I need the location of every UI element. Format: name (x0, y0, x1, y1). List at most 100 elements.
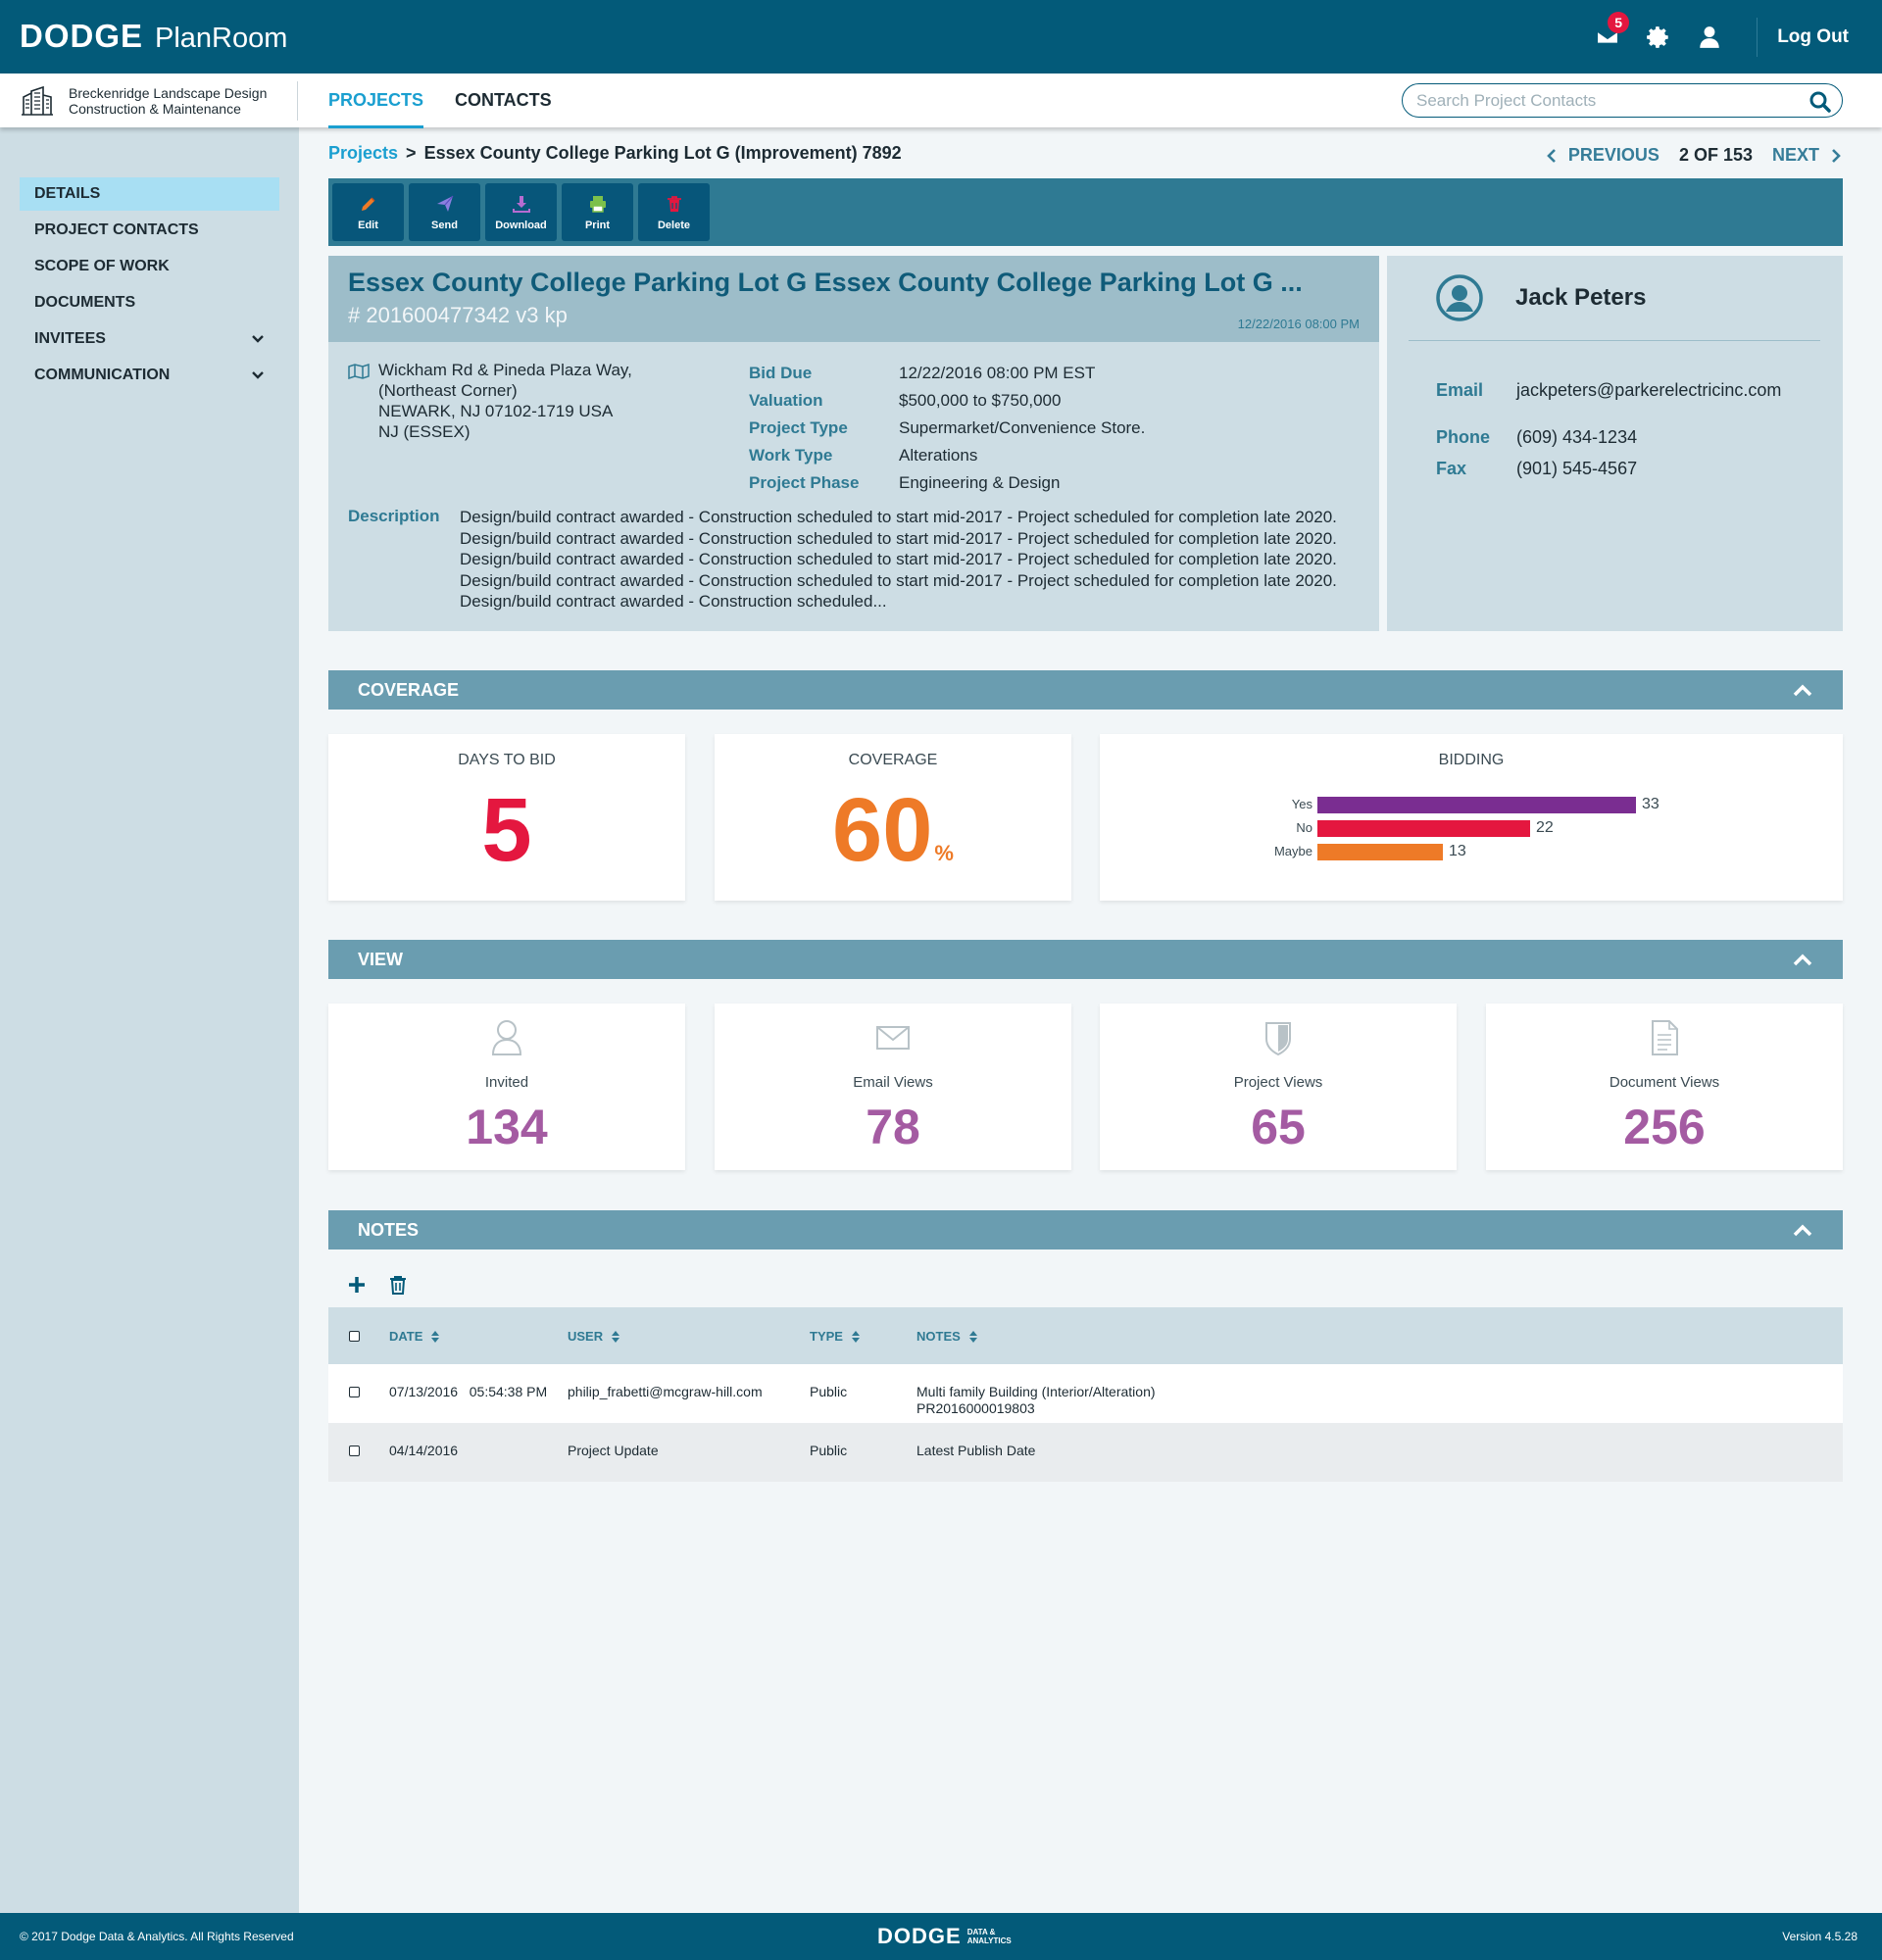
footer: © 2017 Dodge Data & Analytics. All Right… (0, 1913, 1882, 1960)
next-button[interactable]: NEXT (1772, 145, 1843, 166)
table-row[interactable]: 07/13/2016 05:54:38 PM philip_frabetti@m… (328, 1364, 1843, 1423)
chevron-up-icon[interactable] (1792, 1222, 1813, 1238)
download-button[interactable]: Download (485, 183, 557, 241)
card-value: 134 (466, 1100, 548, 1154)
previous-button[interactable]: PREVIOUS (1545, 145, 1659, 166)
column-header-user[interactable]: USER (568, 1329, 620, 1344)
app-logo[interactable]: DODGE PlanRoom (20, 18, 287, 55)
add-icon[interactable] (346, 1274, 368, 1296)
settings-button[interactable] (1643, 22, 1674, 53)
contact-card: Jack Peters Email jackpeters@parkerelectr… (1387, 256, 1843, 631)
card-caption: COVERAGE (848, 752, 938, 768)
table-row[interactable]: 04/14/2016 Project Update Public Latest … (328, 1423, 1843, 1482)
breadcrumb-projects-link[interactable]: Projects (328, 143, 399, 163)
coverage-value: 60 (832, 780, 933, 880)
column-label: USER (568, 1329, 604, 1344)
row-checkbox[interactable] (349, 1387, 360, 1397)
action-toolbar: Edit Send Download Print Delete (328, 178, 1843, 246)
project-card: Essex County College Parking Lot G Essex… (328, 256, 1379, 631)
select-all-checkbox[interactable] (349, 1331, 360, 1342)
cell-notes: Latest Publish Date (916, 1443, 1036, 1458)
sidebar-item-label: DETAILS (34, 185, 101, 202)
mail-button[interactable]: 5 (1592, 11, 1630, 53)
field-label: Project Phase (749, 473, 860, 492)
card-caption: BIDDING (1438, 752, 1505, 768)
coverage-value-wrap: 60% (715, 781, 1071, 903)
breadcrumb-separator: > (406, 143, 417, 163)
bar (1317, 820, 1530, 837)
envelope-icon (876, 1026, 910, 1050)
column-label: TYPE (810, 1329, 843, 1344)
column-header-date[interactable]: DATE (389, 1329, 440, 1344)
notes-line: Multi family Building (Interior/Alterati… (916, 1384, 1156, 1399)
pager: PREVIOUS 2 OF 153 NEXT (1545, 145, 1843, 166)
shield-icon (1265, 1022, 1291, 1056)
card-value: 256 (1623, 1100, 1706, 1154)
send-button[interactable]: Send (409, 183, 480, 241)
building-icon (22, 85, 53, 116)
field-value: Supermarket/Convenience Store. (899, 418, 1146, 437)
email-views-card: Email Views 78 (715, 1004, 1071, 1170)
sidebar-item-invitees[interactable]: INVITEES (20, 322, 279, 356)
column-label: DATE (389, 1329, 423, 1344)
bar (1317, 797, 1636, 813)
company-name-line2: Construction & Maintenance (69, 101, 241, 117)
sort-icon (431, 1330, 440, 1343)
cell-user: Project Update (568, 1443, 659, 1458)
chevron-up-icon[interactable] (1792, 682, 1813, 698)
footer-brand: DODGE (877, 1924, 962, 1948)
bar-row: Yes 33 (1100, 796, 1843, 813)
tab-projects[interactable]: PROJECTS (328, 90, 424, 128)
days-to-bid-value: 5 (481, 780, 532, 880)
fax-value: (901) 545-4567 (1516, 459, 1638, 478)
pencil-icon (361, 196, 375, 211)
map-icon[interactable] (348, 364, 370, 379)
avatar-icon (1436, 274, 1483, 321)
notes-table: DATE USER TYPE NOTES 07/13/2016 05:54:38… (328, 1307, 1843, 1482)
delete-button[interactable]: Delete (638, 183, 710, 241)
search-box (1402, 83, 1843, 118)
edit-button[interactable]: Edit (332, 183, 404, 241)
address-line: (Northeast Corner) (378, 381, 518, 400)
send-icon (436, 195, 453, 212)
tab-contacts[interactable]: CONTACTS (455, 90, 552, 110)
profile-button[interactable] (1694, 22, 1725, 53)
bidding-card: BIDDING Yes 33 No 22 Maybe 13 (1100, 734, 1843, 901)
logout-button[interactable]: Log Out (1777, 25, 1849, 47)
sort-icon (612, 1330, 620, 1343)
search-icon[interactable] (1808, 90, 1832, 114)
contact-divider (1409, 340, 1820, 341)
trash-icon[interactable] (387, 1274, 409, 1296)
bar-row: Maybe 13 (1100, 843, 1843, 860)
next-label: NEXT (1771, 145, 1819, 165)
chevron-up-icon[interactable] (1792, 952, 1813, 967)
chevron-down-icon[interactable] (251, 332, 265, 346)
date-value: 07/13/2016 (389, 1384, 459, 1399)
edit-label: Edit (358, 219, 378, 231)
coverage-card: COVERAGE 60% (715, 734, 1071, 901)
column-header-type[interactable]: TYPE (810, 1329, 861, 1344)
sidebar-item-details[interactable]: DETAILS (20, 177, 279, 211)
top-bar: DODGE PlanRoom 5 Log Out (0, 0, 1882, 74)
bar-label: Maybe (1273, 844, 1312, 858)
email-value[interactable]: jackpeters@parkerelectricinc.com (1516, 380, 1782, 400)
card-caption: Email Views (853, 1074, 933, 1091)
print-label: Print (584, 219, 611, 231)
sidebar-item-label: PROJECT CONTACTS (34, 221, 199, 238)
sidebar-item-project-contacts[interactable]: PROJECT CONTACTS (20, 214, 279, 247)
product-name: PlanRoom (155, 23, 288, 54)
row-checkbox[interactable] (349, 1446, 360, 1456)
document-views-card: Document Views 256 (1486, 1004, 1843, 1170)
sidebar-item-scope-of-work[interactable]: SCOPE OF WORK (20, 250, 279, 283)
search-input[interactable] (1416, 90, 1789, 112)
sidebar-item-documents[interactable]: DOCUMENTS (20, 286, 279, 319)
cell-date: 04/14/2016 (389, 1443, 459, 1458)
print-button[interactable]: Print (562, 183, 633, 241)
sidebar-item-communication[interactable]: COMMUNICATION (20, 359, 279, 392)
description-text: Design/build contract awarded - Construc… (460, 508, 1337, 611)
sidebar-item-label: COMMUNICATION (34, 367, 171, 383)
person-icon (491, 1020, 522, 1055)
chevron-down-icon[interactable] (251, 368, 265, 382)
column-header-notes[interactable]: NOTES (916, 1329, 978, 1344)
printer-icon (589, 195, 606, 213)
